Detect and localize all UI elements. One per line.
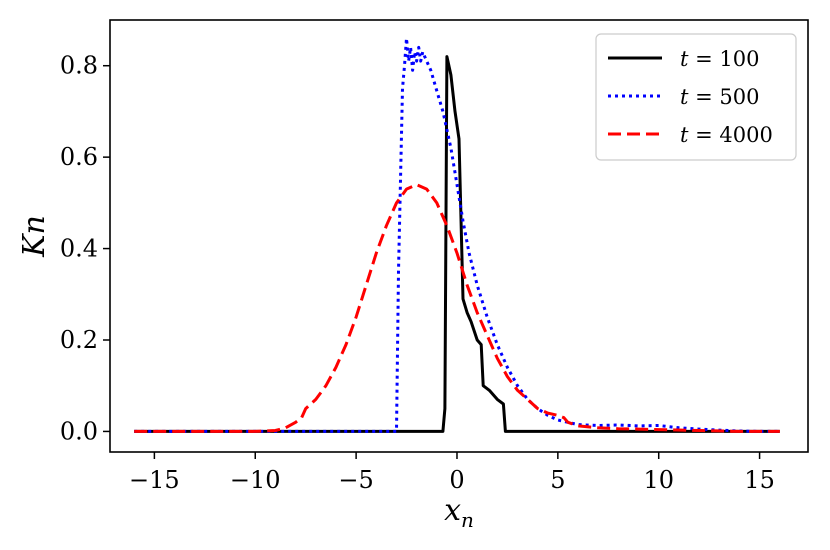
plot-frame: [109, 19, 809, 453]
y-axis-label: Kn: [17, 215, 52, 258]
legend: t = 100 t = 500 t = 4000: [595, 33, 797, 161]
x-tick-label: 10: [643, 466, 674, 494]
legend-label-100: t = 100: [680, 47, 759, 71]
series-line-500: [134, 36, 780, 433]
y-tick-label: 0.8: [60, 52, 98, 80]
x-tick-label: 0: [449, 466, 464, 494]
x-axis-label: xn: [444, 493, 474, 532]
legend-box: [595, 33, 797, 161]
y-axis-ticks: 0.0 0.2 0.4 0.6 0.8: [60, 52, 110, 445]
x-tick-label: −10: [230, 466, 281, 494]
x-tick-label: 15: [744, 466, 775, 494]
series-line-100: [134, 55, 780, 433]
x-tick-label: 5: [550, 466, 565, 494]
y-tick-label: 0.4: [60, 235, 98, 263]
y-tick-label: 0.0: [60, 417, 98, 445]
plot-lines: [134, 36, 780, 433]
legend-label-4000: t = 4000: [680, 123, 773, 147]
y-tick-label: 0.2: [60, 326, 98, 354]
x-tick-label: −15: [129, 466, 180, 494]
series-line-4000: [134, 183, 780, 433]
x-axis-ticks: −15 −10 −5 0 5 10 15: [129, 452, 775, 494]
x-tick-label: −5: [338, 466, 373, 494]
y-tick-label: 0.6: [60, 143, 98, 171]
legend-label-500: t = 500: [680, 85, 759, 109]
